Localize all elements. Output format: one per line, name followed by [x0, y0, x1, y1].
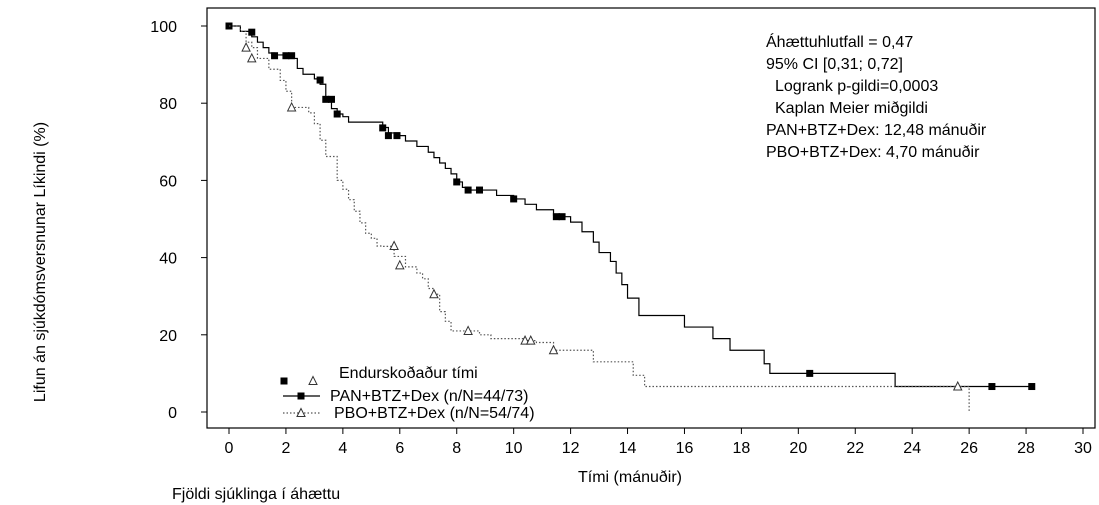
censor-marker — [322, 95, 330, 103]
censor-marker — [464, 186, 472, 194]
censor-marker — [389, 240, 399, 251]
y-tick-label: 60 — [159, 173, 177, 190]
censor-marker — [327, 95, 335, 103]
annotation-line: Kaplan Meier miðgildi — [775, 100, 928, 117]
x-tick-label: 18 — [733, 440, 751, 457]
censor-marker — [393, 132, 401, 140]
x-tick-label: 0 — [225, 440, 234, 457]
annotation-line: Logrank p-gildi=0,0003 — [775, 78, 938, 95]
censor-marker — [510, 195, 518, 203]
x-tick-label: 22 — [846, 440, 864, 457]
censor-marker — [394, 259, 405, 270]
x-tick-label: 2 — [281, 440, 290, 457]
censor-marker — [248, 28, 256, 36]
plot-frame — [206, 7, 1096, 429]
censor-marker — [271, 52, 279, 60]
censor-marker — [520, 334, 530, 345]
annotation-line: PAN+BTZ+Dex: 12,48 mánuðir — [766, 122, 987, 139]
x-tick-label: 16 — [676, 440, 694, 457]
x-tick-label: 12 — [562, 440, 580, 457]
x-tick-label: 26 — [960, 440, 978, 457]
legend-marker — [296, 407, 306, 417]
censor-marker — [552, 213, 560, 221]
censor-marker — [316, 76, 324, 84]
censor-marker — [282, 52, 290, 60]
x-axis-title: Tími (mánuðir) — [578, 469, 682, 486]
censor-marker — [525, 334, 536, 345]
y-tick-label: 20 — [159, 328, 177, 345]
annotation-line: Áhættuhlutfall = 0,47 — [766, 32, 913, 51]
x-tick-label: 24 — [903, 440, 921, 457]
series-pbo-btz-dex — [229, 25, 970, 412]
censor-marker — [246, 52, 257, 63]
patients-at-risk-label: Fjöldi sjúklinga í áhættu — [172, 486, 340, 503]
censor-marker — [286, 101, 297, 112]
y-tick-label: 100 — [150, 19, 177, 36]
y-tick-label: 40 — [159, 251, 177, 268]
x-tick-label: 8 — [452, 440, 461, 457]
x-tick-label: 30 — [1074, 440, 1092, 457]
x-tick-label: 20 — [789, 440, 807, 457]
censor-marker — [379, 124, 387, 132]
censor-marker — [463, 325, 473, 335]
censor-marker — [558, 213, 566, 221]
censor-marker — [952, 380, 963, 391]
censor-marker — [1028, 383, 1036, 391]
km-step-line — [229, 25, 1032, 388]
legend-censor-square — [280, 377, 288, 385]
series-layer — [225, 22, 1036, 412]
censor-marker — [429, 288, 439, 299]
censor-marker — [548, 344, 559, 355]
legend-censor-triangle — [308, 375, 318, 385]
x-tick-label: 4 — [338, 440, 347, 457]
censor-marker — [453, 178, 461, 186]
legend-title: Endurskoðaður tími — [339, 365, 478, 382]
y-tick-label: 80 — [159, 96, 177, 113]
annotation-line: 95% CI [0,31; 0,72] — [766, 56, 903, 73]
x-tick-label: 10 — [505, 440, 523, 457]
legend-label: PBO+BTZ+Dex (n/N=54/74) — [334, 405, 535, 422]
censor-marker — [241, 41, 251, 52]
x-tick-label: 14 — [619, 440, 637, 457]
legend-label: PAN+BTZ+Dex (n/N=44/73) — [330, 388, 528, 405]
legend: Endurskoðaður tími PAN+BTZ+Dex (n/N=44/73… — [280, 365, 535, 422]
annotation-line: PBO+BTZ+Dex: 4,70 mánuðir — [766, 144, 980, 161]
censor-marker — [333, 110, 341, 118]
censor-marker — [288, 52, 296, 60]
censor-marker — [384, 132, 392, 140]
legend-marker — [297, 392, 305, 400]
y-tick-label: 0 — [168, 405, 177, 422]
censor-marker — [476, 186, 484, 194]
y-axis-title: Lifun án sjúkdómsversnunar Líkindi (%) — [32, 122, 49, 402]
x-tick-label: 28 — [1017, 440, 1035, 457]
censor-marker — [806, 369, 814, 377]
annotation-block: Áhættuhlutfall = 0,47 95% CI [0,31; 0,72]… — [766, 32, 987, 161]
x-tick-label: 6 — [395, 440, 404, 457]
censor-marker — [988, 383, 996, 391]
